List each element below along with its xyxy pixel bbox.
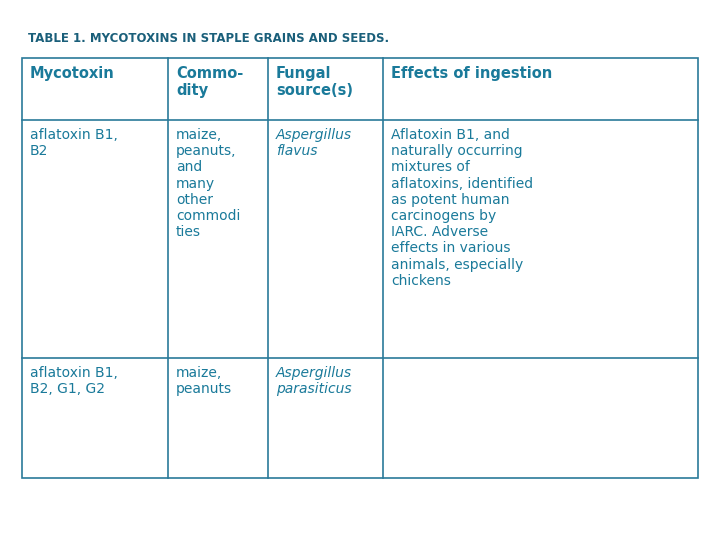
Text: Effects of ingestion: Effects of ingestion: [391, 66, 552, 81]
Text: Fungal
source(s): Fungal source(s): [276, 66, 353, 98]
Text: maize,
peanuts: maize, peanuts: [176, 366, 232, 396]
Text: maize,
peanuts,
and
many
other
commodi
ties: maize, peanuts, and many other commodi t…: [176, 128, 240, 239]
Text: Aspergillus
flavus: Aspergillus flavus: [276, 128, 352, 158]
Text: Mycotoxin: Mycotoxin: [30, 66, 114, 81]
Text: Aspergillus
parasiticus: Aspergillus parasiticus: [276, 366, 352, 396]
Text: aflatoxin B1,
B2: aflatoxin B1, B2: [30, 128, 118, 158]
Text: TABLE 1. MYCOTOXINS IN STAPLE GRAINS AND SEEDS.: TABLE 1. MYCOTOXINS IN STAPLE GRAINS AND…: [28, 31, 389, 44]
Text: Aflatoxin B1, and
naturally occurring
mixtures of
aflatoxins, identified
as pote: Aflatoxin B1, and naturally occurring mi…: [391, 128, 533, 288]
Bar: [22, 58, 698, 478]
Text: aflatoxin B1,
B2, G1, G2: aflatoxin B1, B2, G1, G2: [30, 366, 118, 396]
Text: Commo-
dity: Commo- dity: [176, 66, 243, 98]
